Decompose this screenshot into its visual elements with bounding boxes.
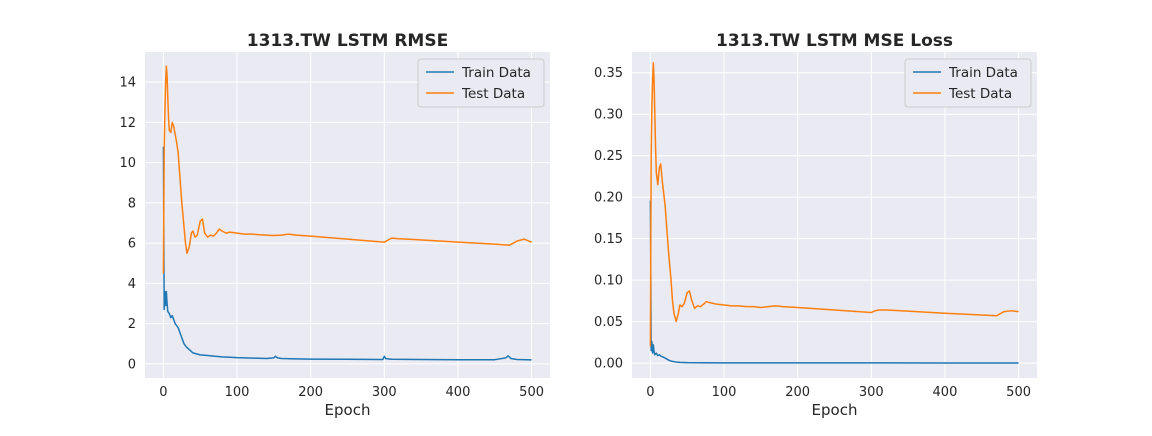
x-tick-label: 200	[785, 385, 810, 400]
series-line-train-data	[162, 146, 532, 361]
y-tick-label: 14	[119, 76, 136, 91]
y-tick-label: 0.15	[594, 232, 623, 247]
x-tick-label: 400	[933, 385, 958, 400]
chart-title: 1313.TW LSTM MSE Loss	[716, 31, 953, 51]
x-tick-label: 200	[298, 385, 323, 400]
legend: Train Data Test Data	[904, 58, 1032, 108]
y-tick-label: 0.30	[594, 108, 623, 123]
x-axis-label: Epoch	[812, 401, 858, 419]
x-tick-label: 300	[859, 385, 884, 400]
series-line-test-data	[649, 62, 1019, 347]
legend-label: Test Data	[461, 86, 525, 102]
y-tick-label: 0.05	[594, 315, 623, 330]
legend-label: Train Data	[461, 65, 531, 81]
chart-title: 1313.TW LSTM RMSE	[247, 31, 448, 51]
x-axis-label: Epoch	[325, 401, 371, 419]
y-tick-label: 6	[128, 237, 136, 252]
y-tick-label: 8	[128, 196, 136, 211]
x-tick-label: 400	[446, 385, 471, 400]
x-tick-label: 300	[372, 385, 397, 400]
y-tick-label: 0	[128, 357, 136, 372]
y-tick-label: 10	[119, 156, 136, 171]
y-tick-label: 0.35	[594, 66, 623, 81]
y-tick-label: 12	[119, 116, 136, 131]
y-tick-label: 0.20	[594, 191, 623, 206]
y-tick-label: 0.00	[594, 357, 623, 372]
y-tick-label: 0.10	[594, 274, 623, 289]
series-line-test-data	[162, 65, 532, 274]
x-tick-label: 500	[1006, 385, 1031, 400]
legend-label: Test Data	[948, 86, 1012, 102]
legend-box	[904, 58, 1032, 108]
legend: Train Data Test Data	[417, 58, 545, 108]
legend-label: Train Data	[948, 65, 1018, 81]
y-tick-label: 0.25	[594, 149, 623, 164]
rmse-chart-panel: 0 100 200 300 400 500 0 2 4 6 8 10 12 14 1313.TW LSTM …	[119, 31, 550, 419]
x-tick-label: 0	[646, 385, 654, 400]
x-tick-label: 500	[519, 385, 544, 400]
y-tick-label: 4	[128, 277, 136, 292]
x-tick-label: 0	[159, 385, 167, 400]
legend-box	[417, 58, 545, 108]
x-tick-label: 100	[712, 385, 737, 400]
x-tick-label: 100	[225, 385, 250, 400]
y-tick-label: 2	[128, 317, 136, 332]
series-line-train-data	[649, 200, 1019, 364]
mse-loss-chart-panel: 0 100 200 300 400 500 0.00 0.05 0.10 0.15 0.20 0.25…	[594, 31, 1037, 419]
